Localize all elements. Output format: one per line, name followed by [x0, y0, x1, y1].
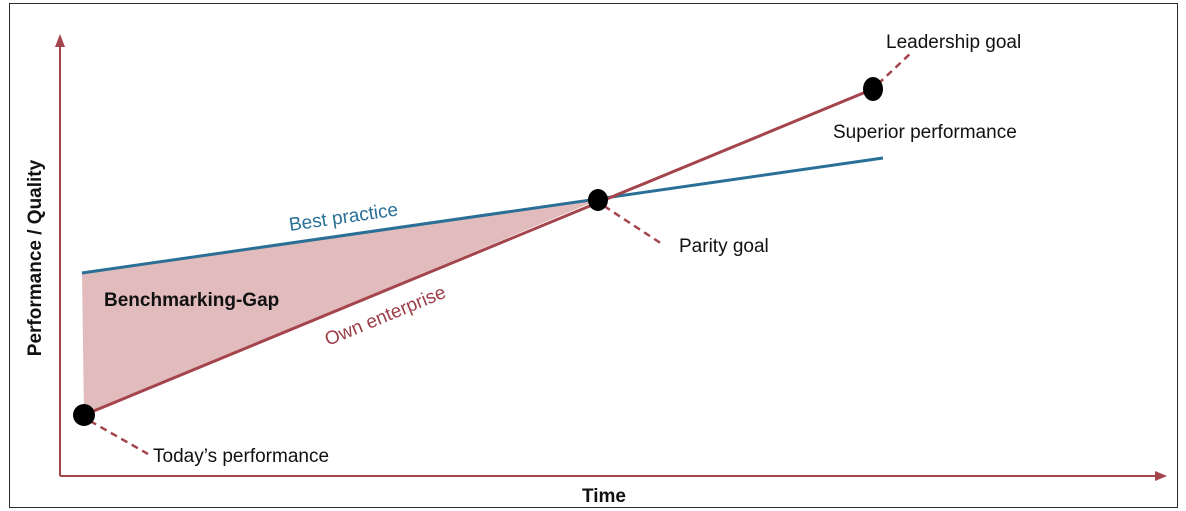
today-marker: [73, 404, 95, 426]
benchmarking-gap-label: Benchmarking-Gap: [104, 290, 279, 311]
superior-performance-label: Superior performance: [833, 122, 1017, 143]
leadership-leader: [877, 51, 913, 85]
parity-leader: [603, 204, 663, 246]
parity-label: Parity goal: [679, 236, 769, 257]
y-axis-label: Performance / Quality: [25, 159, 46, 356]
parity-marker: [588, 189, 608, 211]
x-axis-label: Time: [582, 486, 626, 507]
own-enterprise-line: [83, 87, 874, 417]
today-leader: [89, 419, 149, 456]
diagram-frame: [9, 3, 1178, 508]
leadership-label: Leadership goal: [886, 32, 1021, 53]
leadership-marker: [863, 77, 883, 101]
x-axis-arrowhead: [1155, 471, 1167, 481]
y-axis-arrowhead: [55, 34, 65, 47]
today-label: Today’s performance: [153, 446, 329, 467]
best-practice-line: [81, 156, 884, 275]
